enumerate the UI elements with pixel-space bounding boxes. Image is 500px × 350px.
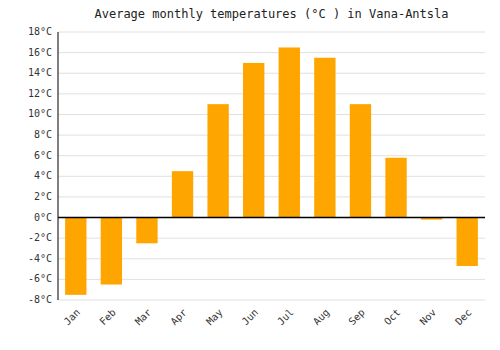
- x-tick-label: Feb: [97, 307, 118, 328]
- bar: [385, 158, 406, 218]
- y-ticks: -8°C -6°C -4°C -2°C 0°C 2°C 4°C 6°C 8°C 10°C 12°C 1…: [28, 26, 52, 305]
- x-tick-label: May: [204, 307, 225, 328]
- chart: -8°C -6°C -4°C -2°C 0°C 2°C 4°C 6°C 8°C 10°C 12°C 1…: [0, 0, 500, 350]
- grid-line: [58, 258, 485, 259]
- x-tick-label: Jul: [275, 307, 296, 328]
- y-tick-label: 0°C: [34, 212, 52, 223]
- bar: [65, 218, 86, 295]
- y-tick-label: -8°C: [28, 294, 52, 305]
- bar: [457, 218, 478, 266]
- bar: [350, 104, 371, 217]
- y-tick-label: 4°C: [34, 170, 52, 181]
- x-ticks: Jan Feb Mar Apr May Jun Jul Aug Sep Oct Nov Dec: [62, 307, 474, 328]
- y-tick-label: 2°C: [34, 191, 52, 202]
- x-tick-label: Jun: [240, 307, 261, 328]
- grid-line: [58, 73, 485, 74]
- y-tick-label: 14°C: [28, 67, 52, 78]
- x-tick-label: Apr: [168, 307, 189, 328]
- grid-line: [58, 52, 485, 53]
- y-tick-label: 6°C: [34, 150, 52, 161]
- y-tick-label: 16°C: [28, 47, 52, 58]
- y-tick-label: -6°C: [28, 273, 52, 284]
- x-tick-label: Aug: [311, 307, 332, 328]
- grid-line: [58, 300, 485, 301]
- y-tick-label: -2°C: [28, 232, 52, 243]
- y-tick-label: 8°C: [34, 129, 52, 140]
- grid-line: [58, 279, 485, 280]
- bar: [136, 218, 157, 244]
- grid-line: [58, 114, 485, 115]
- chart-container: -8°C -6°C -4°C -2°C 0°C 2°C 4°C 6°C 8°C 10°C 12°C 1…: [0, 0, 500, 350]
- y-tick-label: 12°C: [28, 88, 52, 99]
- bars: [65, 47, 478, 294]
- grid-line: [58, 238, 485, 239]
- grid-line: [58, 135, 485, 136]
- title: Average monthly temperatures (°C ) in Va…: [94, 7, 448, 21]
- x-tick-label: Nov: [418, 307, 439, 328]
- y-tick-label: 18°C: [28, 26, 52, 37]
- grid-line: [58, 93, 485, 94]
- x-tick-label: Mar: [133, 307, 154, 328]
- y-tick-label: 10°C: [28, 108, 52, 119]
- grid: [58, 32, 485, 300]
- grid-line: [58, 217, 485, 218]
- bar: [279, 47, 300, 217]
- bar: [101, 218, 122, 285]
- bar: [243, 63, 264, 218]
- y-axis-line: [58, 32, 59, 300]
- zero-line: [58, 217, 485, 219]
- bar: [172, 171, 193, 217]
- x-tick-label: Oct: [382, 307, 403, 328]
- grid-line: [58, 196, 485, 197]
- x-tick-label: Sep: [346, 307, 367, 328]
- grid-line: [58, 176, 485, 177]
- grid-line: [58, 155, 485, 156]
- grid-line: [58, 32, 485, 33]
- bar: [314, 58, 335, 218]
- bar: [207, 104, 228, 217]
- x-tick-label: Jan: [62, 307, 83, 328]
- x-tick-label: Dec: [453, 307, 474, 328]
- y-tick-label: -4°C: [28, 253, 52, 264]
